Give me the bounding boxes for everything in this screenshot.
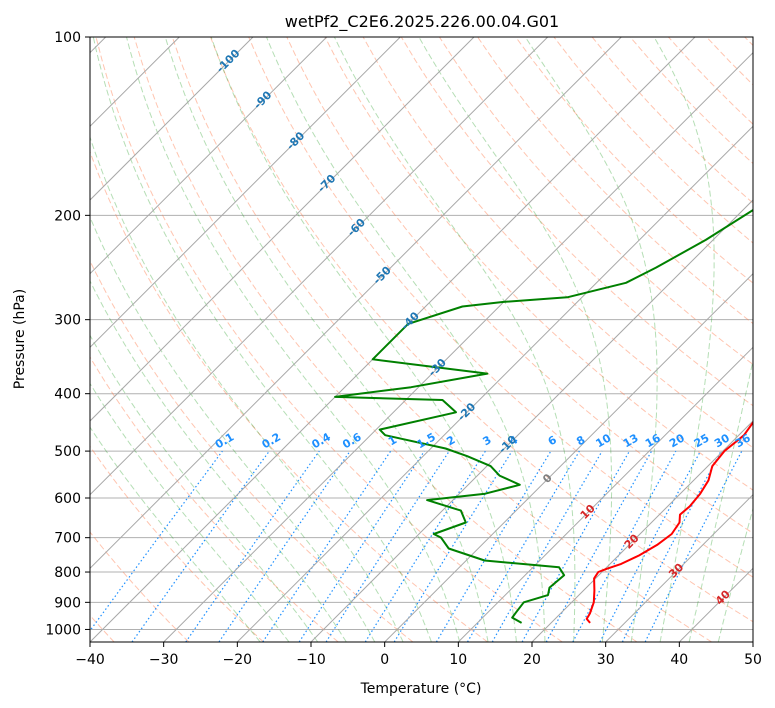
dry-adiabat-30 bbox=[133, 37, 638, 642]
dry-adiabat--20 bbox=[90, 445, 264, 642]
y-tick-label-2: 300 bbox=[54, 313, 81, 329]
dry-adiabat-20 bbox=[95, 37, 563, 642]
moist-adiabat-4 bbox=[92, 37, 432, 642]
chart-title: wetPf2_C2E6.2025.226.00.04.G01 bbox=[285, 12, 559, 32]
x-tick-label-8: 40 bbox=[670, 652, 688, 668]
x-tick-label-6: 20 bbox=[523, 652, 541, 668]
isotherm-30 bbox=[605, 493, 753, 642]
moist-adiabat-20 bbox=[266, 37, 546, 642]
moist-adiabat-0 bbox=[90, 135, 404, 642]
isotherm--70 bbox=[90, 37, 475, 422]
moist-adiabat-12 bbox=[164, 37, 489, 642]
x-tick-label-9: 50 bbox=[744, 652, 762, 668]
dry-adiabat-40 bbox=[171, 37, 712, 642]
y-tick-label-3: 400 bbox=[54, 387, 81, 403]
moist-adiabat-16 bbox=[210, 37, 517, 642]
isotherm--20 bbox=[236, 125, 753, 642]
mixing-ratio-line-6 bbox=[325, 450, 450, 642]
mixing-ratio-line-0 bbox=[90, 450, 223, 632]
mixing-ratio-line-5 bbox=[298, 450, 425, 642]
moist-adiabat-28 bbox=[418, 37, 613, 642]
y-tick-label-7: 800 bbox=[54, 565, 81, 581]
mixing-ratio-line-13 bbox=[545, 450, 653, 642]
isotherm--90 bbox=[90, 37, 328, 275]
x-tick-label-0: −40 bbox=[75, 652, 105, 668]
mixing-ratio-line-17 bbox=[644, 450, 743, 642]
grid bbox=[90, 37, 753, 630]
isotherm--100 bbox=[90, 37, 254, 201]
mixing-ratio-line-3 bbox=[218, 450, 351, 642]
moist-adiabat-24 bbox=[333, 37, 576, 642]
dry-adiabat-100 bbox=[400, 37, 753, 407]
moist-adiabats bbox=[90, 37, 753, 642]
mixing-ratio-line-1 bbox=[131, 450, 270, 642]
dry-adiabat-50 bbox=[210, 37, 753, 623]
dry-adiabat--30 bbox=[90, 531, 190, 642]
isotherm-10 bbox=[457, 346, 753, 642]
plot-frame bbox=[89, 36, 754, 643]
x-tick-label-2: −20 bbox=[223, 652, 253, 668]
isotherm--60 bbox=[90, 37, 549, 496]
moist-adiabat-8 bbox=[126, 37, 461, 642]
x-tick-label-3: −10 bbox=[296, 652, 326, 668]
mixing-ratio-line-12 bbox=[521, 450, 631, 642]
moist-adiabat--16 bbox=[90, 382, 290, 642]
temperature-profile bbox=[585, 420, 753, 624]
x-tick-label-7: 30 bbox=[597, 652, 615, 668]
axes: −40 −30 −20 −10 0 10 20 30 40 50 100 200 300 400 500 60… bbox=[45, 30, 762, 668]
isotherms bbox=[90, 37, 753, 642]
isotherm-0 bbox=[384, 272, 753, 642]
dewpoint-profile bbox=[334, 208, 753, 624]
isotherm--80 bbox=[90, 37, 401, 349]
x-tick-label-5: 10 bbox=[449, 652, 467, 668]
y-tick-label-9: 1000 bbox=[45, 622, 81, 638]
mixing-ratio-line-14 bbox=[572, 450, 677, 642]
isotherm-20 bbox=[531, 420, 753, 642]
dry-adiabat-130 bbox=[515, 37, 753, 284]
moist-adiabat--4 bbox=[90, 215, 376, 642]
dry-adiabat-60 bbox=[248, 37, 753, 578]
moist-adiabat-40 bbox=[688, 358, 753, 642]
y-tick-label-8: 900 bbox=[54, 595, 81, 611]
x-tick-label-4: 0 bbox=[380, 652, 389, 668]
x-tick-label-1: −30 bbox=[149, 652, 179, 668]
dry-adiabat-110 bbox=[438, 37, 753, 366]
isotherm--10 bbox=[310, 199, 753, 642]
moist-adiabat--12 bbox=[90, 334, 319, 642]
mixing-ratio-line-4 bbox=[262, 450, 392, 642]
moist-adiabat--20 bbox=[90, 426, 261, 642]
y-axis-label: Pressure (hPa) bbox=[12, 289, 28, 389]
y-tick-label-1: 200 bbox=[54, 208, 81, 224]
dry-adiabat--10 bbox=[90, 356, 339, 642]
dry-adiabat-10 bbox=[90, 150, 488, 642]
y-tick-label-0: 100 bbox=[54, 30, 81, 46]
y-tick-label-5: 600 bbox=[54, 491, 81, 507]
moist-adiabat-32 bbox=[524, 37, 658, 642]
mixing-ratio-line-2 bbox=[185, 450, 320, 642]
y-tick-label-4: 500 bbox=[54, 444, 81, 460]
moist-adiabat-36 bbox=[653, 37, 715, 642]
isotherm--30 bbox=[163, 51, 753, 642]
profiles bbox=[334, 208, 753, 624]
y-tick-label-6: 700 bbox=[54, 531, 81, 547]
isotherm--50 bbox=[90, 37, 622, 570]
x-axis-label: Temperature (°C) bbox=[360, 681, 482, 697]
